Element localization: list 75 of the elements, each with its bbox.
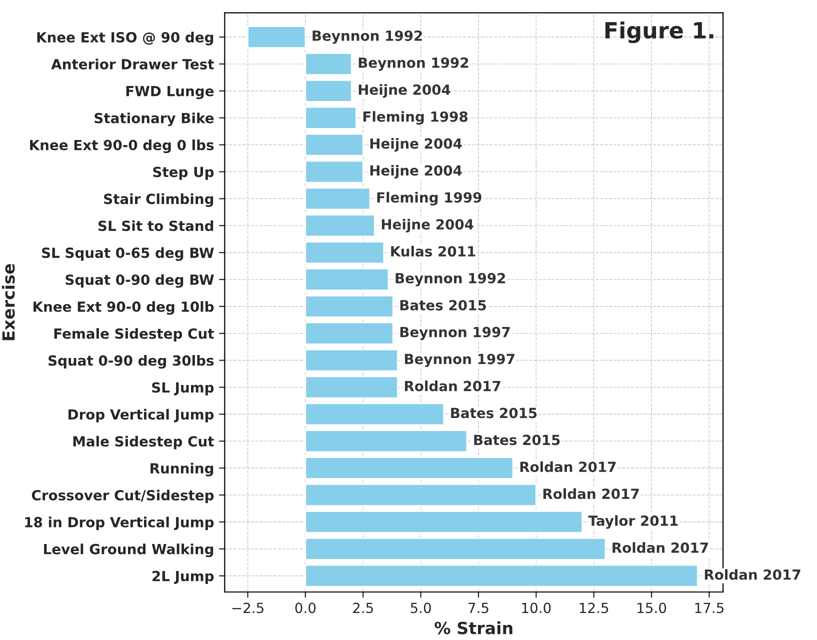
bar bbox=[304, 376, 398, 399]
y-tick-label: Squat 0-90 deg 30lbs bbox=[48, 355, 214, 369]
bar bbox=[304, 268, 390, 291]
y-tick-label: Step Up bbox=[153, 166, 214, 180]
x-tick-label: 0.0 bbox=[295, 602, 316, 614]
annotation: Figure 1. bbox=[605, 21, 714, 44]
data-label: Beynnon 1992 bbox=[312, 30, 422, 44]
bar bbox=[304, 564, 698, 588]
y-tick-label: SL Squat 0-65 deg BW bbox=[42, 247, 214, 261]
data-label: Heijne 2004 bbox=[382, 218, 474, 232]
data-label: Beynnon 1992 bbox=[358, 57, 468, 71]
data-label: Roldan 2017 bbox=[612, 542, 708, 553]
x-tick-label: −2.5 bbox=[232, 602, 264, 614]
data-label: Beynnon 1997 bbox=[400, 326, 510, 340]
data-label: Heijne 2004 bbox=[370, 164, 462, 179]
y-tick-label: Drop Vertical Jump bbox=[68, 408, 214, 422]
y-tick-label: Squat 0-90 deg BW bbox=[66, 274, 214, 288]
bar bbox=[304, 160, 364, 184]
data-label: Fleming 1999 bbox=[377, 192, 482, 206]
x-tick-label: 10.0 bbox=[522, 602, 551, 614]
bar bbox=[304, 187, 371, 210]
y-axis-title: Exercise bbox=[2, 264, 15, 340]
bar bbox=[304, 106, 357, 130]
data-label: Beynnon 1997 bbox=[404, 354, 514, 368]
y-tick-label: Level Ground Walking bbox=[44, 544, 214, 558]
bar bbox=[304, 402, 445, 426]
bar bbox=[304, 348, 398, 372]
data-label: Roldan 2017 bbox=[520, 461, 616, 472]
y-tick-label: SL Sit to Stand bbox=[98, 220, 214, 232]
data-label: Beynnon 1992 bbox=[396, 272, 506, 286]
x-tick-label: 15.0 bbox=[638, 602, 666, 614]
bar bbox=[304, 456, 514, 480]
data-label: Kulas 2011 bbox=[391, 246, 476, 257]
x-tick-label: 17.5 bbox=[695, 602, 724, 614]
data-label: Bates 2015 bbox=[474, 434, 560, 446]
bar bbox=[304, 484, 537, 506]
x-tick-label: 2.5 bbox=[353, 602, 373, 614]
bar bbox=[304, 537, 606, 560]
bar bbox=[304, 510, 583, 534]
bar bbox=[304, 133, 364, 156]
bar bbox=[247, 26, 306, 49]
bar bbox=[304, 322, 394, 345]
y-tick-label: SL Jump bbox=[152, 382, 214, 396]
x-tick-label: 7.5 bbox=[468, 602, 488, 614]
data-label: Roldan 2017 bbox=[404, 380, 500, 392]
y-tick-label: Female Sidestep Cut bbox=[54, 328, 214, 342]
y-tick-label: Knee Ext 90-0 deg 10lb bbox=[34, 301, 214, 315]
y-tick-label: Stair Climbing bbox=[104, 193, 214, 207]
data-label: Roldan 2017 bbox=[704, 569, 800, 580]
bar bbox=[304, 430, 468, 453]
y-tick-label: Knee Ext ISO @ 90 deg bbox=[37, 32, 214, 46]
bar bbox=[304, 52, 352, 76]
y-tick-label: Anterior Drawer Test bbox=[51, 58, 214, 70]
data-label: Heijne 2004 bbox=[370, 138, 462, 152]
bar bbox=[304, 241, 385, 264]
y-tick-label: Crossover Cut/Sidestep bbox=[32, 490, 214, 504]
y-tick-label: Knee Ext 90-0 deg 0 lbs bbox=[30, 140, 214, 154]
y-tick-label: 2L Jump bbox=[152, 570, 214, 584]
bar bbox=[304, 214, 376, 238]
bar bbox=[304, 79, 352, 102]
data-label: Taylor 2011 bbox=[588, 515, 678, 529]
y-tick-label: Male Sidestep Cut bbox=[73, 436, 214, 450]
data-label: Heijne 2004 bbox=[358, 84, 450, 98]
data-label: Roldan 2017 bbox=[543, 488, 639, 500]
x-tick-label: 5.0 bbox=[410, 602, 431, 614]
data-label: Bates 2015 bbox=[451, 408, 537, 418]
bar bbox=[304, 294, 394, 318]
data-label: Fleming 1998 bbox=[363, 111, 468, 125]
y-tick-label: Stationary Bike bbox=[94, 112, 214, 126]
data-label: Bates 2015 bbox=[400, 300, 486, 310]
x-tick-label: 12.5 bbox=[580, 602, 608, 614]
y-tick-label: FWD Lunge bbox=[126, 86, 214, 100]
x-axis-title: % Strain bbox=[434, 621, 512, 634]
y-tick-label: Running bbox=[150, 462, 214, 476]
y-tick-label: 18 in Drop Vertical Jump bbox=[25, 516, 214, 530]
